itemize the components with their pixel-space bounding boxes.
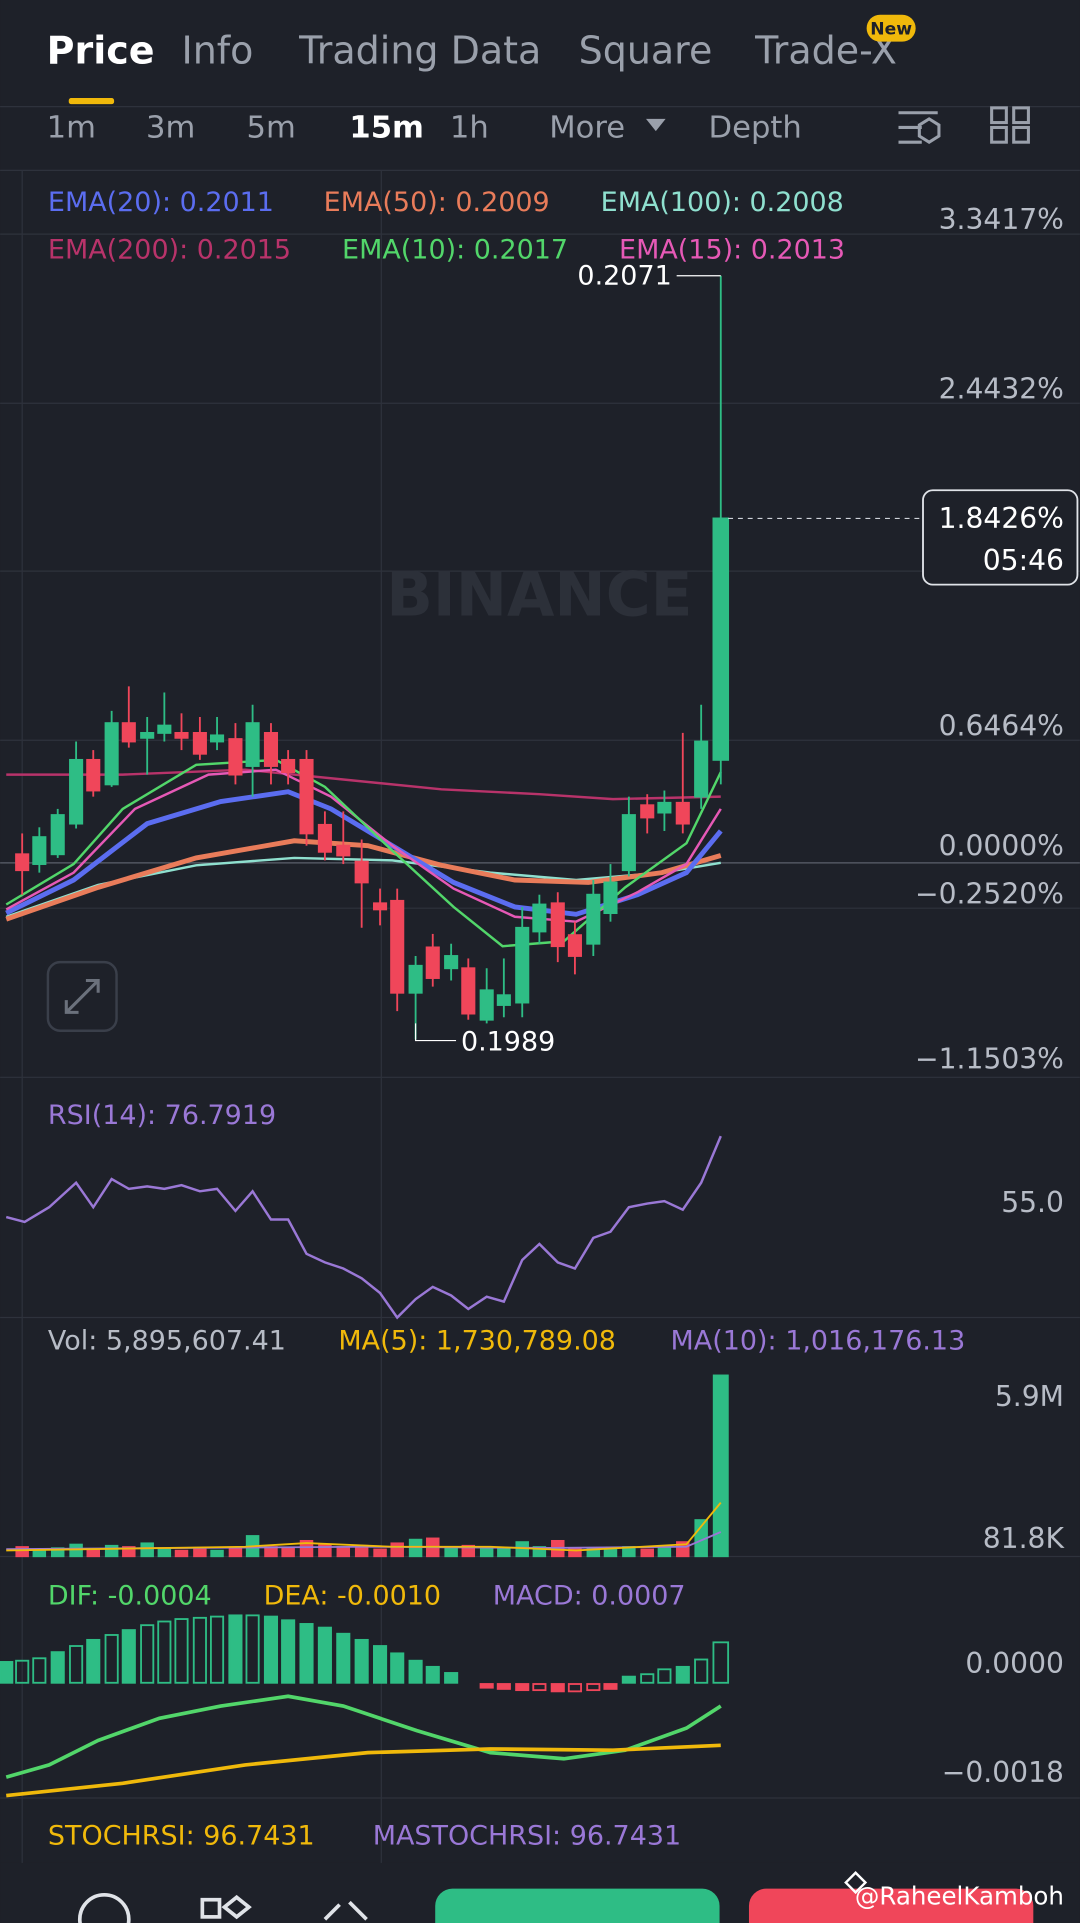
macd-legend: DIF: -0.0004 DEA: -0.0010 MACD: 0.0007 (48, 1580, 686, 1611)
rsi-label: RSI(14): 76.7919 (48, 1100, 276, 1131)
expand-button[interactable] (46, 960, 118, 1032)
expand-icon (64, 978, 100, 1014)
nav-icon[interactable] (323, 1900, 368, 1921)
low-pointer (414, 1023, 457, 1042)
axis-label: 2.4432% (939, 372, 1064, 405)
buy-button[interactable] (435, 1888, 720, 1923)
axis-label: 0.0000 (965, 1647, 1064, 1680)
axis-label: 55.0 (1001, 1186, 1064, 1219)
credit-logo (844, 1871, 868, 1895)
interval[interactable]: 1h (450, 110, 489, 145)
interval[interactable]: 3m (146, 110, 195, 145)
low-label: 0.1989 (461, 1026, 555, 1057)
axis-label: −0.2520% (915, 877, 1064, 910)
legend-item: Vol: 5,895,607.41 (48, 1325, 286, 1356)
volume-bars (6, 1374, 729, 1558)
stochrsi-legend: STOCHRSI: 96.7431 MASTOCHRSI: 96.7431 (48, 1821, 681, 1852)
sell-button[interactable] (748, 1888, 1034, 1923)
tab-indicator (68, 98, 115, 105)
nav-icon[interactable] (200, 1894, 252, 1920)
axis-label: 5.9M (995, 1380, 1064, 1413)
watermark: BINANCE (386, 559, 692, 630)
legend-item: MA(10): 1,016,176.13 (671, 1325, 966, 1356)
volume-legend: Vol: 5,895,607.41 MA(5): 1,730,789.08 MA… (48, 1325, 965, 1356)
legend-item: EMA(200): 0.2015 (48, 235, 291, 266)
legend-item: MA(5): 1,730,789.08 (338, 1325, 616, 1356)
legend-item: EMA(100): 0.2008 (601, 187, 844, 218)
tab[interactable]: Square (579, 29, 713, 73)
layout-icon[interactable] (990, 106, 1030, 144)
axis-label: 81.8K (983, 1522, 1066, 1555)
axis-label: −1.1503% (915, 1043, 1064, 1076)
legend-item: MASTOCHRSI: 96.7431 (373, 1821, 681, 1852)
legend-item: MACD: 0.0007 (493, 1580, 686, 1611)
badge-text: New (870, 19, 912, 39)
tab-bar: Price Info Trading Data Square Trade-X N… (47, 14, 916, 105)
dropdown-arrow (646, 118, 666, 132)
tab[interactable]: Info (182, 29, 254, 73)
interval[interactable]: 15m (349, 110, 424, 145)
axis-label: 3.3417% (939, 203, 1064, 236)
tab[interactable]: Price (47, 29, 155, 73)
candles (15, 275, 730, 1040)
interval-bar: 1m 3m 5m 15m 1h More Depth (47, 106, 1030, 145)
legend-item: DIF: -0.0004 (48, 1580, 212, 1611)
axis-label: −0.0018 (942, 1756, 1064, 1789)
price-axis: 3.3417% 2.4432% 0.6464% 0.0000% −0.2520%… (915, 203, 1064, 1076)
settings-icon[interactable] (898, 111, 941, 144)
axis-label: 0.0000% (939, 829, 1064, 862)
interval[interactable]: More (549, 110, 625, 145)
high-label: 0.2071 (577, 260, 671, 291)
interval[interactable]: 1m (47, 110, 96, 145)
current-price-box (922, 489, 1079, 586)
badge (866, 14, 916, 42)
legend-item: EMA(15): 0.2013 (619, 235, 845, 266)
current-change: 1.8426% (939, 502, 1064, 535)
interval[interactable]: Depth (709, 110, 802, 145)
legend-item: DEA: -0.0010 (264, 1580, 441, 1611)
legend-item: EMA(10): 0.2017 (342, 235, 568, 266)
dea-line (6, 1743, 721, 1798)
legend-item: EMA(20): 0.2011 (48, 187, 274, 218)
legend-item: EMA(50): 0.2009 (324, 187, 550, 218)
macd-histogram-negative (479, 1683, 618, 1693)
ema-lines (5, 758, 723, 948)
rsi-line (5, 1135, 722, 1320)
axis-label: 0.6464% (939, 709, 1064, 742)
legend-item: STOCHRSI: 96.7431 (48, 1821, 315, 1852)
countdown: 05:46 (983, 544, 1064, 577)
tab[interactable]: Trading Data (298, 29, 541, 73)
ema-legend: EMA(20): 0.2011 EMA(50): 0.2009 EMA(100)… (48, 187, 845, 266)
credit: @RaheelKamboh (855, 1882, 1064, 1911)
more-button[interactable] (77, 1892, 131, 1923)
interval[interactable]: 5m (246, 110, 295, 145)
macd-histogram (0, 1614, 730, 1684)
